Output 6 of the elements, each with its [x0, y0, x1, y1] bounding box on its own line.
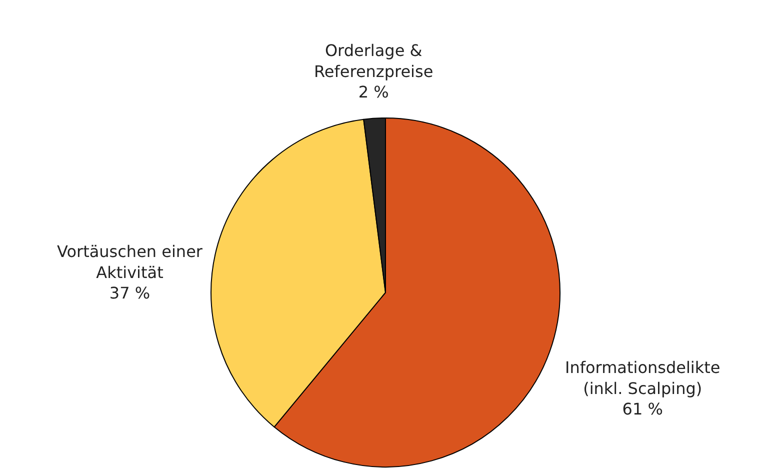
data-label: 2 %: [358, 82, 389, 102]
slice-label: Informationsdelikte (inkl. Scalping): [565, 358, 720, 398]
slice-label: Vortäuschen einer Aktivität: [57, 242, 203, 282]
slice-label: Orderlage & Referenzpreise: [314, 41, 434, 81]
data-label: 61 %: [622, 400, 663, 419]
data-label: 37 %: [109, 284, 150, 303]
